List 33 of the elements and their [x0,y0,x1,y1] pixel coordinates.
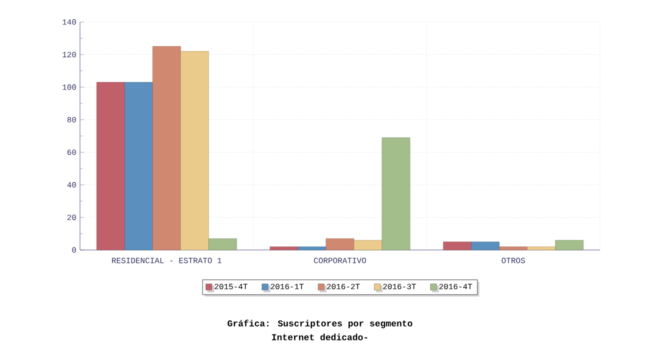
bar [382,137,410,250]
bar [96,82,125,250]
y-tick-label: 60 [67,150,76,155]
bar [443,242,472,250]
y-tick-label: 0 [72,247,76,253]
bar [471,242,500,250]
bar [499,246,528,250]
bar [527,246,556,250]
y-tick-label: 120 [62,52,76,58]
x-tick-label: CORPORATIVO [314,258,366,264]
bar [555,240,584,250]
bar [152,46,181,250]
bar [354,240,382,250]
y-tick-label: 40 [67,182,76,188]
legend-label: 2016-4T [439,284,472,290]
bar [326,238,354,250]
bar [298,246,326,250]
bar [180,51,209,250]
y-tick-label: 20 [67,214,76,220]
legend-label: 2015-4T [214,284,248,290]
legend-label: 2016-2T [327,284,360,290]
x-tick-label: OTROS [502,258,525,264]
y-tick-label: 140 [62,19,76,25]
bar [124,82,153,250]
y-tick-label: 100 [62,84,76,90]
bar [270,246,298,250]
text: Gráfica: Suscriptores por segmento [228,320,412,328]
legend-label: 2016-1T [270,284,304,290]
text: Internet dedicado- [272,334,368,340]
bar [208,238,237,250]
x-tick-label: RESIDENCIAL - ESTRATO 1 [112,258,222,264]
y-tick-label: 80 [67,116,76,122]
legend-label: 2016-3T [383,284,416,290]
